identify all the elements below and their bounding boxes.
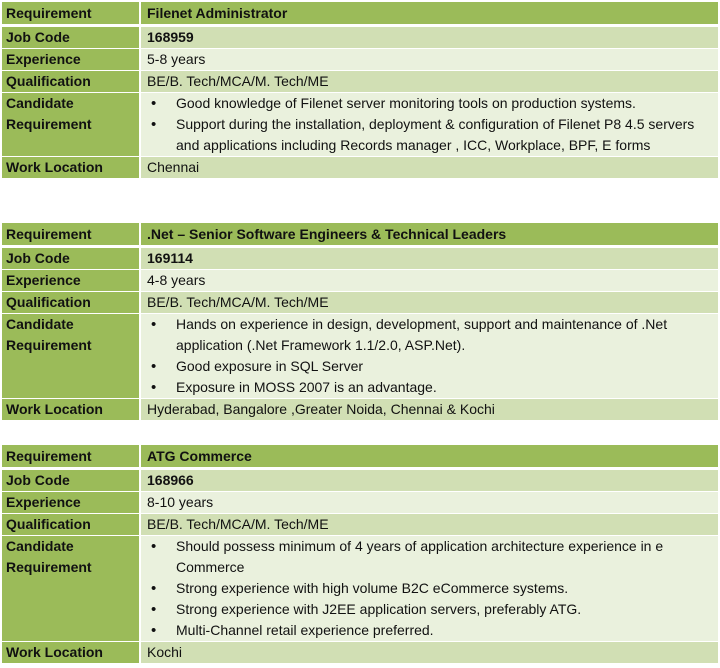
requirement-item: Strong experience with high volume B2C e… xyxy=(147,578,712,599)
requirement-list: Should possess minimum of 4 years of app… xyxy=(147,536,712,641)
work-location-label: Work Location xyxy=(2,157,141,178)
qualification-value: BE/B. Tech/MCA/M. Tech/ME xyxy=(141,514,718,535)
job-table: Requirement .Net – Senior Software Engin… xyxy=(2,223,718,421)
candidate-requirement-label: Candidate Requirement xyxy=(2,314,141,398)
qualification-label: Qualification xyxy=(2,514,141,535)
requirement-item: Good knowledge of Filenet server monitor… xyxy=(147,93,712,114)
qualification-label: Qualification xyxy=(2,71,141,92)
qualification-row: Qualification BE/B. Tech/MCA/M. Tech/ME xyxy=(2,514,718,536)
job-title: Filenet Administrator xyxy=(141,2,718,24)
candidate-requirement-label: Candidate Requirement xyxy=(2,536,141,641)
requirement-label: Requirement xyxy=(2,223,141,245)
job-code-label: Job Code xyxy=(2,27,141,48)
work-location-label: Work Location xyxy=(2,399,141,420)
requirement-row: Requirement Filenet Administrator xyxy=(2,2,718,24)
candidate-requirement-value: Good knowledge of Filenet server monitor… xyxy=(141,93,718,156)
requirement-label: Requirement xyxy=(2,2,141,24)
requirement-item: Support during the installation, deploym… xyxy=(147,114,712,156)
job-code-value: 169114 xyxy=(141,248,718,269)
experience-row: Experience 4-8 years xyxy=(2,270,718,292)
qualification-row: Qualification BE/B. Tech/MCA/M. Tech/ME xyxy=(2,292,718,314)
candidate-requirement-row: Candidate Requirement Should possess min… xyxy=(2,536,718,642)
requirement-list: Hands on experience in design, developme… xyxy=(147,314,712,398)
qualification-row: Qualification BE/B. Tech/MCA/M. Tech/ME xyxy=(2,71,718,93)
experience-value: 5-8 years xyxy=(141,49,718,70)
job-table: Requirement Filenet Administrator Job Co… xyxy=(2,2,718,179)
requirement-item: Hands on experience in design, developme… xyxy=(147,314,712,356)
requirement-row: Requirement ATG Commerce xyxy=(2,445,718,467)
experience-row: Experience 8-10 years xyxy=(2,492,718,514)
work-location-row: Work Location Hyderabad, Bangalore ,Grea… xyxy=(2,399,718,421)
job-code-row: Job Code 169114 xyxy=(2,248,718,270)
qualification-value: BE/B. Tech/MCA/M. Tech/ME xyxy=(141,292,718,313)
work-location-value: Chennai xyxy=(141,157,718,178)
qualification-value: BE/B. Tech/MCA/M. Tech/ME xyxy=(141,71,718,92)
job-code-value: 168959 xyxy=(141,27,718,48)
job-code-row: Job Code 168966 xyxy=(2,470,718,492)
requirement-item: Should possess minimum of 4 years of app… xyxy=(147,536,712,578)
candidate-requirement-label: Candidate Requirement xyxy=(2,93,141,156)
experience-row: Experience 5-8 years xyxy=(2,49,718,71)
requirement-item: Strong experience with J2EE application … xyxy=(147,599,712,620)
work-location-label: Work Location xyxy=(2,642,141,663)
qualification-label: Qualification xyxy=(2,292,141,313)
job-table: Requirement ATG Commerce Job Code 168966… xyxy=(2,445,718,664)
job-code-label: Job Code xyxy=(2,248,141,269)
work-location-value: Kochi xyxy=(141,642,718,663)
requirement-item: Exposure in MOSS 2007 is an advantage. xyxy=(147,377,712,398)
experience-value: 4-8 years xyxy=(141,270,718,291)
candidate-requirement-value: Hands on experience in design, developme… xyxy=(141,314,718,398)
candidate-requirement-row: Candidate Requirement Good knowledge of … xyxy=(2,93,718,157)
requirement-item: Multi-Channel retail experience preferre… xyxy=(147,620,712,641)
requirement-list: Good knowledge of Filenet server monitor… xyxy=(147,93,712,156)
experience-value: 8-10 years xyxy=(141,492,718,513)
experience-label: Experience xyxy=(2,49,141,70)
experience-label: Experience xyxy=(2,270,141,291)
job-title: ATG Commerce xyxy=(141,445,718,467)
experience-label: Experience xyxy=(2,492,141,513)
candidate-requirement-value: Should possess minimum of 4 years of app… xyxy=(141,536,718,641)
requirement-label: Requirement xyxy=(2,445,141,467)
requirement-item: Good exposure in SQL Server xyxy=(147,356,712,377)
job-code-label: Job Code xyxy=(2,470,141,491)
work-location-row: Work Location Kochi xyxy=(2,642,718,664)
work-location-row: Work Location Chennai xyxy=(2,157,718,179)
job-title: .Net – Senior Software Engineers & Techn… xyxy=(141,223,718,245)
requirement-row: Requirement .Net – Senior Software Engin… xyxy=(2,223,718,245)
candidate-requirement-row: Candidate Requirement Hands on experienc… xyxy=(2,314,718,399)
job-code-row: Job Code 168959 xyxy=(2,27,718,49)
work-location-value: Hyderabad, Bangalore ,Greater Noida, Che… xyxy=(141,399,718,420)
job-code-value: 168966 xyxy=(141,470,718,491)
